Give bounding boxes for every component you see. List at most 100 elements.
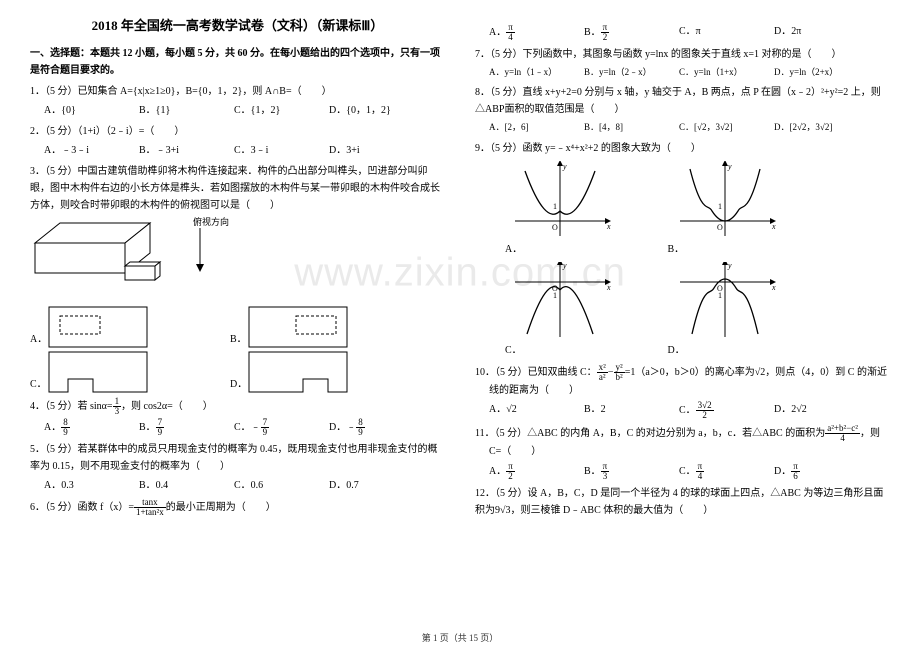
- q5-stem: 5．（5 分）若某群体中的成员只用现金支付的概率为 0.45，既用现金支付也用非…: [30, 441, 445, 475]
- svg-text:y: y: [562, 262, 567, 270]
- svg-text:O: O: [717, 223, 723, 232]
- q5-opt-c: C．0.6: [234, 477, 329, 494]
- q8-opt-d: D．[2√2，3√2]: [774, 120, 869, 135]
- question-12: 12．（5 分）设 A，B，C，D 是同一个半径为 4 的球的球面上四点，△AB…: [475, 485, 890, 519]
- q6-stem-a: 6．（5 分）函数 f（x）=: [30, 502, 134, 513]
- question-9: 9．（5 分）函数 y=﹣x⁴+x²+2 的图象大致为（ ） x y O 1 x y …: [475, 140, 890, 359]
- question-11: 11．（5 分）△ABC 的内角 A，B，C 的对边分别为 a，b，c．若△AB…: [475, 424, 890, 481]
- q8-opt-c: C．[√2，3√2]: [679, 120, 774, 135]
- q3-opt-b: B．: [230, 331, 248, 348]
- q4-opt-c: C．﹣: [234, 422, 261, 433]
- q10-opt-b: B．2: [584, 401, 679, 420]
- question-10: 10．（5 分）已知双曲线 C：x²a²−y²b²=1（a＞0，b＞0）的离心率…: [475, 363, 890, 420]
- q11-opt-b: B．: [584, 465, 601, 476]
- q4-stem-b: ，则 cos2α=（ ）: [121, 401, 213, 412]
- arrow-down-icon: [193, 228, 207, 273]
- q2-opt-b: B．﹣3+i: [139, 142, 234, 159]
- q6-opt-c: C．π: [679, 23, 774, 42]
- q10-stem-c: 线的距离为（ ）: [475, 382, 890, 399]
- q1-stem: 1．（5 分）已知集合 A={x|x≥1≥0}，B={0，1，2}，则 A∩B=…: [30, 83, 445, 100]
- svg-text:y: y: [727, 262, 732, 270]
- q6-options: A．π4 B．π2 C．π D．2π: [475, 23, 890, 42]
- q5-opt-b: B．0.4: [139, 477, 234, 494]
- q11-opt-d: D．: [774, 465, 791, 476]
- q5-opt-d: D．0.7: [329, 477, 424, 494]
- q10-opt-d: D．2√2: [774, 401, 869, 420]
- q6-opt-b: B．: [584, 27, 601, 38]
- q1-opt-c: C．{1，2}: [234, 102, 329, 119]
- q7-opt-a: A．y=ln（1﹣x）: [489, 65, 584, 80]
- q10-stem-a: 10．（5 分）已知双曲线 C：: [475, 366, 597, 377]
- svg-text:1: 1: [718, 202, 722, 211]
- q2-opt-a: A．﹣3﹣i: [44, 142, 139, 159]
- q7-opt-c: C．y=ln（1+x）: [679, 65, 774, 80]
- q9-graph-b: xy O1: [670, 161, 780, 241]
- q2-stem: 2．（5 分）（1+i）（2﹣i）=（ ）: [30, 123, 445, 140]
- svg-text:x: x: [771, 283, 776, 292]
- page-footer: 第 1 页（共 15 页）: [0, 631, 920, 644]
- q8-opt-a: A．[2，6]: [489, 120, 584, 135]
- q9-stem: 9．（5 分）函数 y=﹣x⁴+x²+2 的图象大致为（ ）: [475, 140, 890, 157]
- q6-opt-d: D．2π: [774, 23, 869, 42]
- q2-opt-d: D．3+i: [329, 142, 424, 159]
- q9-opt-b: B．: [668, 244, 685, 255]
- q12-stem: 12．（5 分）设 A，B，C，D 是同一个半径为 4 的球的球面上四点，△AB…: [475, 485, 890, 519]
- q3-opt-a: A．: [30, 331, 48, 348]
- q3-shape-d: [248, 351, 348, 393]
- q3-shape-b: [248, 306, 348, 348]
- svg-text:1: 1: [553, 291, 557, 300]
- q11-stem-b: ，则: [860, 427, 880, 438]
- q11-stem-c: C=（ ）: [475, 443, 890, 460]
- q9-graph-d: xy O1: [670, 262, 780, 342]
- question-4: 4．（5 分）若 sinα=13，则 cos2α=（ ） A．89 B．79 C…: [30, 397, 445, 437]
- question-3: 3．（5 分）中国古建筑借助榫卯将木构件连接起来．构件的凸出部分叫榫头，凹进部分…: [30, 163, 445, 393]
- q8-opt-b: B．[4，8]: [584, 120, 679, 135]
- q3-opt-d: D．: [230, 376, 248, 393]
- q10-opt-c: C．: [679, 404, 696, 415]
- q5-opt-a: A．0.3: [44, 477, 139, 494]
- svg-text:O: O: [552, 223, 558, 232]
- page-title: 2018 年全国统一高考数学试卷（文科）（新课标Ⅲ）: [30, 15, 445, 37]
- question-1: 1．（5 分）已知集合 A={x|x≥1≥0}，B={0，1，2}，则 A∩B=…: [30, 83, 445, 119]
- q11-opt-a: A．: [489, 465, 506, 476]
- q7-stem: 7．（5 分）下列函数中，其图象与函数 y=lnx 的图象关于直线 x=1 对称…: [475, 46, 890, 63]
- q9-opt-a: A．: [505, 241, 665, 258]
- q1-opt-b: B．{1}: [139, 102, 234, 119]
- question-6: 6．（5 分）函数 f（x）=tanx1+tan²x的最小正周期为（ ）: [30, 498, 445, 517]
- question-7: 7．（5 分）下列函数中，其图象与函数 y=lnx 的图象关于直线 x=1 对称…: [475, 46, 890, 80]
- q10-stem-b: =1（a＞0，b＞0）的离心率为√2，则点（4，0）到 C 的渐近: [625, 366, 887, 377]
- q4-opt-d: D．﹣: [329, 422, 356, 433]
- q10-opt-a: A．√2: [489, 401, 584, 420]
- q3-shape-a: [48, 306, 148, 348]
- q3-shape-c: [48, 351, 148, 393]
- svg-text:x: x: [606, 283, 611, 292]
- svg-text:1: 1: [718, 291, 722, 300]
- svg-text:y: y: [562, 162, 567, 171]
- question-5: 5．（5 分）若某群体中的成员只用现金支付的概率为 0.45，既用现金支付也用非…: [30, 441, 445, 494]
- question-8: 8．（5 分）直线 x+y+2=0 分别与 x 轴，y 轴交于 A，B 两点，点…: [475, 84, 890, 135]
- left-column: 2018 年全国统一高考数学试卷（文科）（新课标Ⅲ） 一、选择题：本题共 12 …: [30, 15, 460, 620]
- q6-stem-b: 的最小正周期为（ ）: [166, 502, 276, 513]
- q11-opt-c: C．: [679, 465, 696, 476]
- q11-stem-a: 11．（5 分）△ABC 的内角 A，B，C 的对边分别为 a，b，c．若△AB…: [475, 427, 825, 438]
- q9-graph-c: xy O1: [505, 262, 615, 342]
- q9-graph-a: x y O 1: [505, 161, 615, 241]
- q6-opt-a: A．: [489, 27, 506, 38]
- q1-opt-a: A．{0}: [44, 102, 139, 119]
- svg-text:x: x: [606, 222, 611, 231]
- svg-text:1: 1: [553, 202, 557, 211]
- q8-stem: 8．（5 分）直线 x+y+2=0 分别与 x 轴，y 轴交于 A，B 两点，点…: [475, 84, 890, 118]
- q3-arrow-label: 俯视方向: [193, 217, 229, 227]
- q7-opt-d: D．y=ln（2+x）: [774, 65, 869, 80]
- q4-stem-a: 4．（5 分）若 sinα=: [30, 401, 113, 412]
- q3-stem: 3．（5 分）中国古建筑借助榫卯将木构件连接起来．构件的凸出部分叫榫头，凹进部分…: [30, 163, 445, 214]
- q4-opt-b: B．: [139, 422, 156, 433]
- right-column: A．π4 B．π2 C．π D．2π 7．（5 分）下列函数中，其图象与函数 y…: [460, 15, 890, 620]
- q2-opt-c: C．3﹣i: [234, 142, 329, 159]
- q9-opt-c: C．: [505, 342, 665, 359]
- svg-text:y: y: [727, 162, 732, 171]
- question-2: 2．（5 分）（1+i）（2﹣i）=（ ） A．﹣3﹣i B．﹣3+i C．3﹣…: [30, 123, 445, 159]
- q7-opt-b: B．y=ln（2﹣x）: [584, 65, 679, 80]
- section-heading: 一、选择题：本题共 12 小题，每小题 5 分，共 60 分。在每小题给出的四个…: [30, 45, 445, 79]
- q9-opt-d: D．: [668, 345, 685, 356]
